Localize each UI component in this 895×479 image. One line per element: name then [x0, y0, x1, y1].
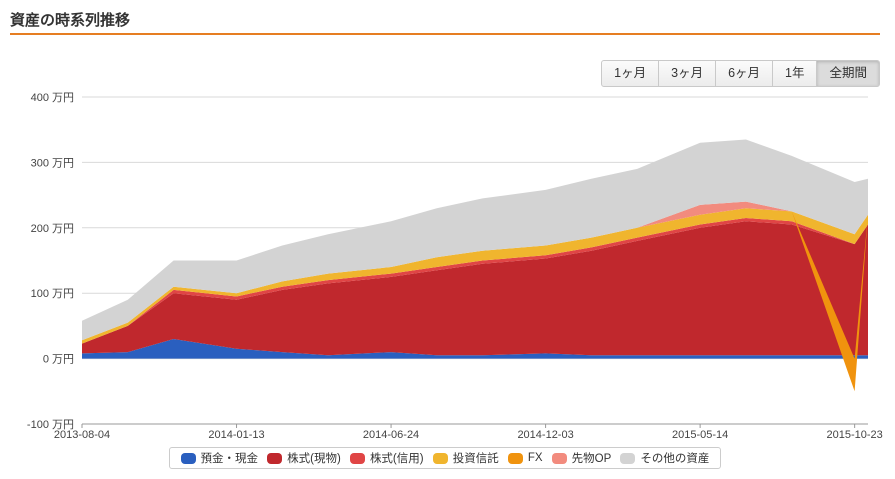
legend-label: FX	[527, 452, 543, 464]
legend-item-deposit[interactable]: 預金・現金	[180, 450, 259, 466]
legend-swatch	[267, 452, 283, 464]
legend-swatch	[507, 452, 523, 464]
page-title: 資産の時系列推移	[10, 12, 131, 29]
y-tick-label: 200 万円	[31, 223, 74, 235]
x-tick-label: 2014-06-24	[363, 429, 419, 441]
legend-swatch	[620, 452, 636, 464]
range-button-1y[interactable]: 1年	[773, 61, 818, 86]
legend-item-fx[interactable]: FX	[507, 452, 543, 464]
range-button-6m[interactable]: 6ヶ月	[716, 61, 774, 86]
legend-item-other[interactable]: その他の資産	[620, 450, 709, 466]
legend-label: 先物OP	[571, 453, 612, 465]
legend-swatch	[551, 452, 567, 464]
y-tick-label: 100 万円	[31, 288, 74, 300]
legend-item-fund[interactable]: 投資信託	[432, 450, 499, 466]
x-tick-label: 2014-01-13	[208, 429, 264, 441]
range-selector: 1ヶ月 3ヶ月 6ヶ月 1年 全期間	[601, 60, 880, 87]
x-tick-label: 2013-08-04	[54, 429, 110, 441]
y-tick-label: -100 万円	[27, 419, 74, 431]
legend-item-stock-spot[interactable]: 株式(現物)	[267, 450, 341, 466]
legend-label: 投資信託	[452, 453, 499, 465]
legend-swatch	[349, 452, 365, 464]
header: 資産の時系列推移	[10, 0, 880, 35]
range-button-all[interactable]: 全期間	[817, 61, 879, 86]
legend-label: 株式(現物)	[287, 453, 341, 465]
legend-swatch	[180, 452, 196, 464]
x-tick-label: 2015-10-23	[827, 429, 883, 441]
legend-item-stock-margin[interactable]: 株式(信用)	[349, 450, 424, 466]
legend-label: 株式(信用)	[369, 453, 424, 465]
series-area-0	[82, 339, 868, 359]
legend-item-futures[interactable]: 先物OP	[551, 450, 612, 466]
y-tick-label: 300 万円	[31, 157, 74, 169]
asset-chart: -100 万円 0 万円 100 万円 200 万円 300 万円 400 万円 2013-…	[27, 92, 883, 441]
y-tick-label: 400 万円	[31, 92, 74, 104]
x-tick-label: 2014-12-03	[517, 429, 573, 441]
range-button-1m[interactable]: 1ヶ月	[602, 61, 660, 86]
series-area-6	[82, 139, 868, 341]
legend-label: 預金・現金	[200, 453, 259, 465]
legend-label: その他の資産	[640, 453, 710, 465]
chart-legend: 預金・現金 株式(現物) 株式(信用) 投資信託 FX 先物OP その他の資産	[169, 447, 721, 469]
y-tick-label: 0 万円	[43, 354, 74, 366]
legend-swatch	[432, 452, 448, 464]
series-area-1	[82, 221, 868, 356]
x-tick-label: 2015-05-14	[672, 429, 728, 441]
range-button-3m[interactable]: 3ヶ月	[659, 61, 717, 86]
